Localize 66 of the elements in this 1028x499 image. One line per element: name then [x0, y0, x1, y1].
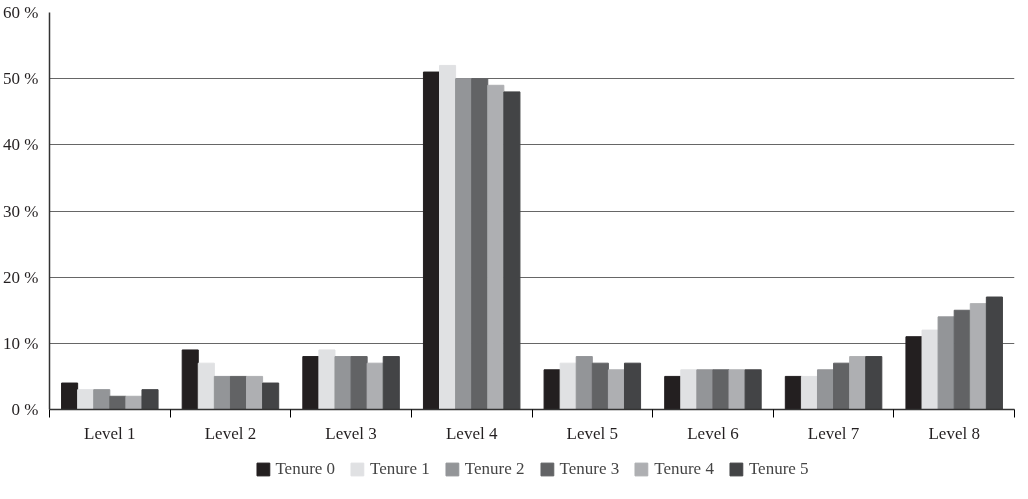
y-tick-label: 30 % [3, 201, 39, 221]
legend-label: Tenure 3 [559, 459, 620, 479]
bar [800, 375, 818, 410]
legend-label: Tenure 0 [275, 459, 336, 479]
bar [905, 336, 923, 410]
x-tick-label: Level 7 [807, 423, 860, 443]
bar [937, 316, 955, 410]
bar [985, 296, 1003, 410]
x-tick-label: Level 5 [566, 423, 619, 443]
y-tick-label: 40 % [3, 135, 39, 155]
y-tick-label: 0 % [11, 400, 39, 419]
bar [712, 369, 730, 410]
x-tick-label: Level 8 [928, 423, 980, 443]
x-tick-label: Level 2 [204, 423, 257, 443]
bar [382, 356, 400, 410]
bar [439, 64, 457, 410]
y-tick-label: 20 % [3, 267, 39, 287]
x-tick-label: Level 1 [84, 423, 136, 443]
bar [969, 303, 987, 410]
bar [503, 91, 521, 410]
bar [181, 349, 199, 410]
bar [607, 369, 625, 410]
bar [849, 356, 867, 410]
bar [61, 382, 79, 410]
bar [664, 375, 682, 410]
bar [141, 389, 159, 410]
bar [350, 356, 368, 410]
legend-label: Tenure 5 [748, 459, 809, 479]
bar [455, 78, 473, 410]
bar [816, 369, 835, 410]
bar [422, 71, 441, 410]
bar [262, 382, 280, 410]
bar [366, 362, 384, 410]
bar [197, 362, 215, 410]
y-tick-label: 50 % [3, 69, 39, 89]
bar [213, 375, 231, 410]
bar [833, 362, 851, 410]
bar [543, 369, 561, 410]
bar [728, 369, 746, 410]
y-tick-label: 60 % [3, 3, 39, 22]
bar [559, 362, 577, 410]
bar [680, 369, 698, 410]
legend-label: Tenure 1 [370, 459, 430, 479]
bar [591, 362, 609, 410]
bar [487, 84, 505, 410]
bar [575, 356, 593, 410]
bar [953, 309, 971, 410]
bar [696, 369, 714, 410]
bar [246, 375, 264, 410]
y-tick-label: 10 % [3, 333, 39, 353]
x-tick-label: Level 3 [325, 423, 377, 443]
bar [921, 329, 939, 410]
bar [744, 369, 762, 410]
bar [784, 375, 802, 410]
bar [334, 356, 352, 410]
bar [865, 356, 883, 410]
legend-label: Tenure 4 [654, 459, 714, 479]
bar [77, 389, 95, 410]
bar [302, 356, 320, 410]
x-tick-label: Level 4 [445, 423, 498, 443]
bar [318, 349, 336, 410]
bar [623, 362, 642, 410]
bar [93, 389, 111, 410]
legend-label: Tenure 2 [464, 459, 525, 479]
bar [229, 375, 248, 410]
x-tick-label: Level 6 [687, 423, 739, 443]
